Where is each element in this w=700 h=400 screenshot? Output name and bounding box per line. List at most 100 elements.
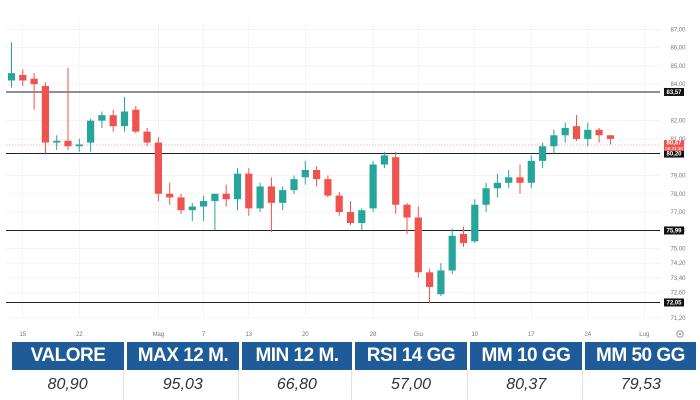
y-axis: 87,00 86,00 85,00 84,00 82,00 81,00 79,00 78,00… [670,27,686,322]
candle-body [64,140,72,147]
settings-icon[interactable] [676,330,684,338]
x-tick-label: 20 [302,332,309,338]
level-badge-label: 72,05 [666,300,682,306]
candle-body [109,115,117,127]
stat-value-min-12m: 66,80 [242,370,353,400]
countdown-label: 06:33:38 [665,146,683,151]
y-tick-label: 79,00 [670,173,686,179]
candle-body [267,186,275,203]
candle-body [211,193,219,202]
candle-body [41,85,49,143]
x-tick-label: 22 [76,332,83,338]
x-tick-label: Mag [153,332,165,338]
y-tick-label: 71,20 [670,316,686,322]
y-tick-label: 75,00 [670,247,686,253]
stat-header-mm-10gg: MM 10 GG [470,342,582,370]
stat-header-min-12m: MIN 12 M. [242,342,352,370]
level-badge [664,87,684,96]
y-tick-label: 85,00 [670,64,686,70]
candle-body [256,186,264,209]
y-tick-label: 78,00 [670,192,686,198]
stat-value-mm-10gg: 80,37 [471,370,583,400]
candle-body [132,109,140,132]
candle-body [606,135,614,139]
level-badge-label: 75,99 [666,228,682,234]
stat-header-valore: VALORE [12,342,124,370]
candle-body [7,73,16,81]
candle-body [561,127,569,136]
level-badge [664,226,684,235]
candle-body [493,182,501,189]
candle-body [290,179,298,191]
level-badge-label: 80,20 [666,152,682,158]
stats-header-row: VALORE MAX 12 M. MIN 12 M. RSI 14 GG MM … [12,342,696,370]
candle-body [505,177,513,183]
y-tick-label: 72,60 [670,290,686,296]
candle-body [448,235,456,271]
candle-body [313,170,321,180]
level-badge [664,298,684,307]
y-tick-label: 74,20 [670,261,686,267]
candle-body [471,204,479,242]
x-tick-label: 17 [528,332,535,338]
candle-body [550,135,558,147]
candle-body [154,142,162,194]
candle-body [572,126,581,139]
x-tick-label: 10 [471,332,478,338]
candle-body [233,173,242,200]
candle-body [98,115,106,121]
candle-body [358,210,366,223]
candle-body [166,193,174,198]
candles [7,42,614,304]
candle-body [19,74,27,81]
candle-body [143,131,151,143]
candle-body [335,195,343,213]
candle-body [301,170,309,178]
stat-header-mm-50gg: MM 50 GG [585,342,696,370]
y-tick-label: 73,40 [670,276,686,282]
current-price-badge [664,139,684,151]
x-axis: 15 22 Mag 7 13 20 28 Giu 10 17 24 Lug [19,332,649,338]
candle-body [392,157,400,205]
y-tick-label: 86,00 [670,46,686,52]
stat-value-rsi-14gg: 57,00 [355,370,468,400]
candle-body [324,179,332,196]
stat-value-mm-50gg: 79,53 [620,376,661,393]
x-tick-label: Giu [414,332,423,338]
candle-body [87,120,95,143]
stat-header-max-12m: MAX 12 M. [127,342,239,370]
y-tick-label: 87,00 [670,27,686,33]
candle-body [403,204,411,218]
candle-body [245,173,253,209]
candle-body [437,270,445,295]
candle-body [539,146,547,161]
grid-lines [6,22,660,319]
x-tick-label: 13 [245,332,252,338]
candle-body [482,188,490,205]
candle-body [459,233,468,244]
y-tick-label: 77,00 [670,210,686,216]
level-badge-label: 83,57 [666,90,682,96]
candle-body [279,190,287,203]
level-badge [664,149,684,158]
candle-body [30,78,38,85]
candle-body [188,206,196,211]
stat-header-rsi-14gg: RSI 14 GG [355,342,467,370]
y-tick-label: 81,00 [670,137,686,143]
x-tick-label: Lug [639,332,649,338]
candle-body [177,197,185,211]
candle-body [426,272,434,287]
current-price-label: 80,67 [666,141,682,147]
candle-body [595,129,603,136]
y-tick-label: 84,00 [670,82,686,88]
support-resistance-lines [6,91,660,303]
candle-body [120,111,129,127]
x-tick-label: 28 [370,332,377,338]
candle-body [200,201,208,207]
candlestick-chart: 87,00 86,00 85,00 84,00 82,00 81,00 79,00 78,00… [6,22,686,338]
candle-body [380,155,388,165]
candle-body [414,217,422,273]
y-tick-label: 82,00 [670,119,686,125]
candle-body [516,177,524,183]
